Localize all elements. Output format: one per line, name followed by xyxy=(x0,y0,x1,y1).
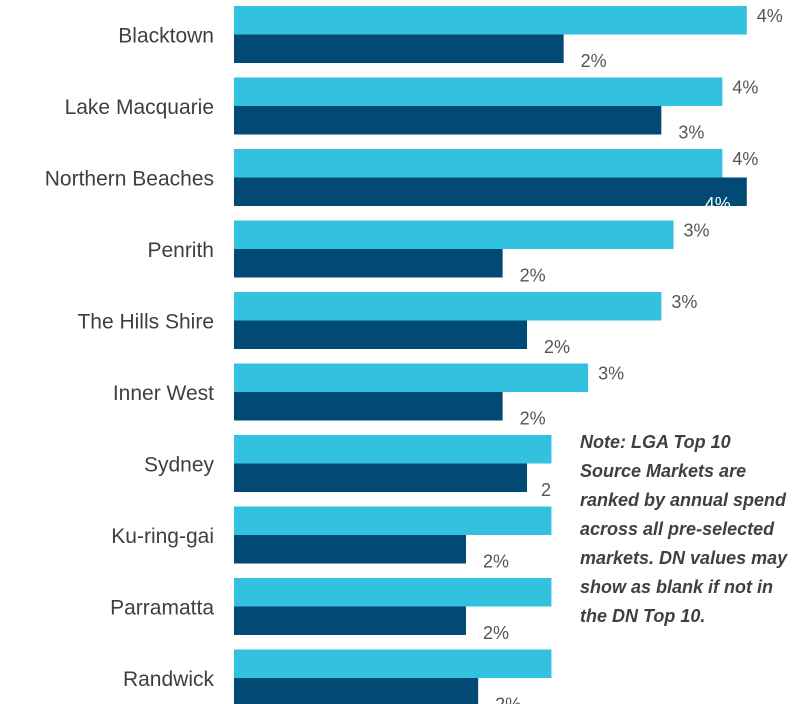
category-label: The Hills Shire xyxy=(77,311,214,334)
bar-dark xyxy=(234,463,528,492)
bar-light xyxy=(234,435,552,464)
data-label: 2% xyxy=(581,51,607,71)
bar-dark xyxy=(234,106,662,135)
bar-light xyxy=(234,220,674,249)
bar-dark xyxy=(234,678,479,704)
category-label: Sydney xyxy=(144,454,215,477)
data-label: 2% xyxy=(520,266,546,286)
bar-light xyxy=(234,292,662,321)
bar-light xyxy=(234,149,723,178)
category-label: Blacktown xyxy=(118,25,214,48)
bar-light xyxy=(234,506,552,535)
data-label: 4% xyxy=(757,6,783,26)
category-label: Penrith xyxy=(147,239,214,262)
data-label: 2% xyxy=(483,552,509,572)
data-label: 3% xyxy=(678,123,704,143)
data-label: 2% xyxy=(544,337,570,357)
data-label: 2% xyxy=(495,695,521,704)
data-label: 2% xyxy=(520,409,546,429)
category-label: Ku-ring-gai xyxy=(111,525,214,548)
bar-dark xyxy=(234,177,747,206)
data-label: 4% xyxy=(705,194,731,214)
bar-dark xyxy=(234,535,466,564)
bar-light xyxy=(234,649,552,678)
data-label: 3% xyxy=(671,292,697,312)
bar-light xyxy=(234,77,723,106)
data-label: 4% xyxy=(732,78,758,98)
bar-dark xyxy=(234,320,528,349)
category-label: Northern Beaches xyxy=(45,168,214,191)
data-label: 3% xyxy=(684,221,710,241)
bar-light xyxy=(234,578,552,607)
data-label: 2% xyxy=(483,623,509,643)
category-label: Inner West xyxy=(113,382,214,405)
category-label: Lake Macquarie xyxy=(65,96,214,119)
category-label: Randwick xyxy=(123,668,215,691)
bar-dark xyxy=(234,606,466,635)
bar-dark xyxy=(234,249,503,278)
category-label: Parramatta xyxy=(110,597,214,620)
data-label: 2 xyxy=(541,480,551,500)
data-label: 4% xyxy=(732,149,758,169)
bar-dark xyxy=(234,34,564,63)
data-label: 3% xyxy=(598,364,624,384)
bar-light xyxy=(234,363,589,392)
bar-dark xyxy=(234,392,503,421)
chart-note: Note: LGA Top 10 Source Markets are rank… xyxy=(580,432,788,626)
bar-light xyxy=(234,6,747,35)
